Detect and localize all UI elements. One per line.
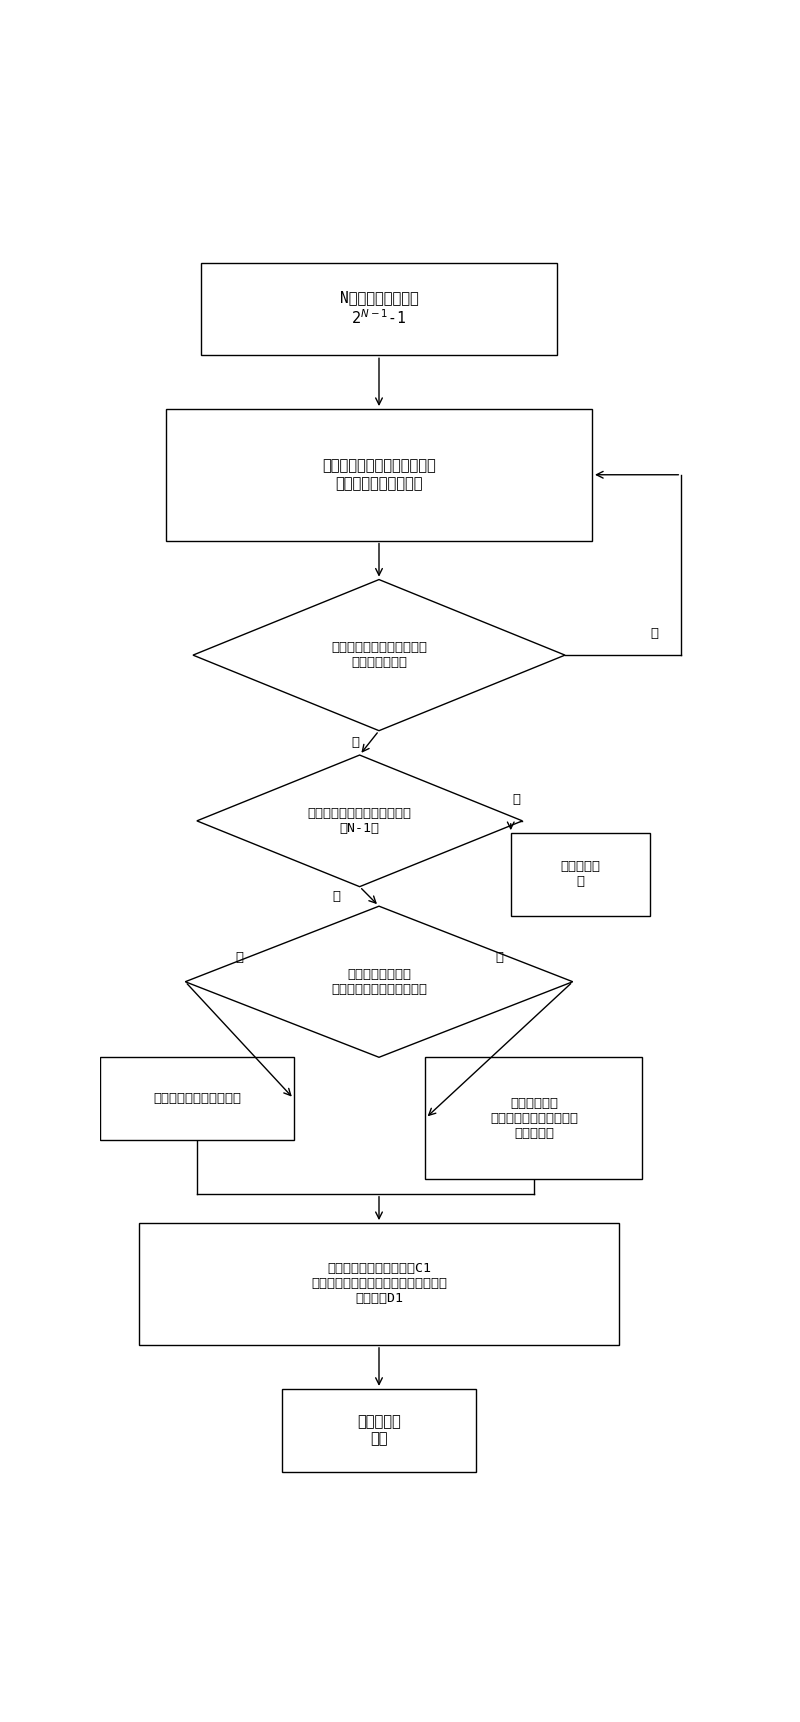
Text: 存储当前控制字大小记为C1
存储当前时钟频率与标准频率之差的绝
对值记为D1: 存储当前控制字大小记为C1 存储当前时钟频率与标准频率之差的绝 对值记为D1	[311, 1262, 447, 1305]
Text: 控制字减小到当前的一半: 控制字减小到当前的一半	[153, 1092, 241, 1106]
Text: 当前频率是否大于
外部精准参考时钟信号频率: 当前频率是否大于 外部精准参考时钟信号频率	[331, 968, 427, 995]
Text: 否: 否	[332, 890, 340, 902]
Text: 控制字修改为
当前控制字与控制字最大
值的平均值: 控制字修改为 当前控制字与控制字最大 值的平均值	[490, 1097, 578, 1140]
FancyBboxPatch shape	[201, 263, 558, 355]
Polygon shape	[197, 754, 522, 887]
Polygon shape	[193, 580, 565, 730]
FancyBboxPatch shape	[426, 1057, 642, 1180]
Text: 否: 否	[495, 951, 503, 964]
Text: 否: 否	[352, 737, 360, 749]
Text: 控制字达到了最大值或已改变
了N-1次: 控制字达到了最大值或已改变 了N-1次	[308, 808, 412, 835]
Text: 在当前控制字下计算出当前时
钟频率与标准频率之差: 在当前控制字下计算出当前时 钟频率与标准频率之差	[322, 458, 436, 491]
Text: 当前的频率和标准频率之差
是否小于门限值: 当前的频率和标准频率之差 是否小于门限值	[331, 641, 427, 670]
Polygon shape	[186, 906, 573, 1057]
Text: 自动校准失
败: 自动校准失 败	[561, 861, 601, 889]
Text: 是: 是	[650, 627, 658, 641]
FancyBboxPatch shape	[138, 1223, 619, 1345]
Text: 进入第五步
搜索: 进入第五步 搜索	[357, 1414, 401, 1446]
Text: N位控制字初始化为
$2^{N-1}$-1: N位控制字初始化为 $2^{N-1}$-1	[340, 291, 418, 327]
FancyBboxPatch shape	[510, 833, 650, 916]
Text: 是: 是	[513, 792, 521, 806]
FancyBboxPatch shape	[282, 1388, 476, 1472]
FancyBboxPatch shape	[166, 408, 592, 541]
Text: 是: 是	[235, 951, 243, 964]
FancyBboxPatch shape	[100, 1057, 294, 1140]
